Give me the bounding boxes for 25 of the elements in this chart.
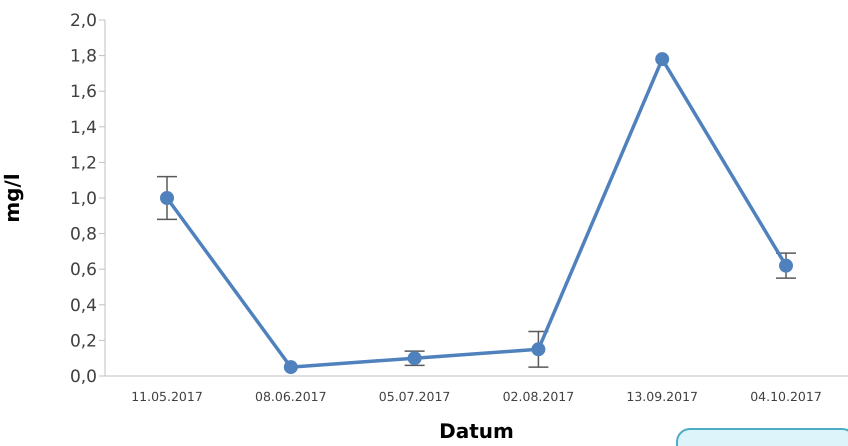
y-tick-label: 0,0 bbox=[70, 367, 97, 388]
y-tick-label: 1,2 bbox=[70, 153, 97, 174]
point bbox=[655, 52, 670, 66]
point bbox=[779, 258, 793, 273]
point bbox=[284, 360, 298, 374]
y-tick-label: 0,6 bbox=[70, 260, 97, 280]
x-tick-label: 13.09.2017 bbox=[626, 388, 698, 404]
x-tick-label: 05.07.2017 bbox=[378, 388, 450, 404]
point bbox=[160, 191, 174, 205]
x-tick-label: 11.05.2017 bbox=[131, 388, 203, 404]
x-axis-title: Datum bbox=[439, 419, 514, 443]
y-tick-label: 1,0 bbox=[70, 189, 97, 210]
y-tick-label: 0,4 bbox=[70, 296, 97, 316]
y-tick-label: 1,8 bbox=[70, 46, 97, 67]
y-tick-label: 1,6 bbox=[70, 82, 97, 102]
point bbox=[408, 351, 422, 366]
y-tick-label: 1,4 bbox=[70, 118, 97, 138]
point bbox=[531, 342, 546, 356]
y-tick-label: 0,8 bbox=[70, 224, 97, 245]
x-tick-label: 02.08.2017 bbox=[502, 388, 574, 404]
y-axis-title: mg/l bbox=[0, 173, 24, 223]
y-tick-label: 2,0 bbox=[70, 11, 97, 32]
x-tick-label: 04.10.2017 bbox=[750, 388, 822, 404]
y-tick-label: 0,2 bbox=[70, 331, 97, 352]
x-tick-label: 08.06.2017 bbox=[255, 388, 327, 404]
